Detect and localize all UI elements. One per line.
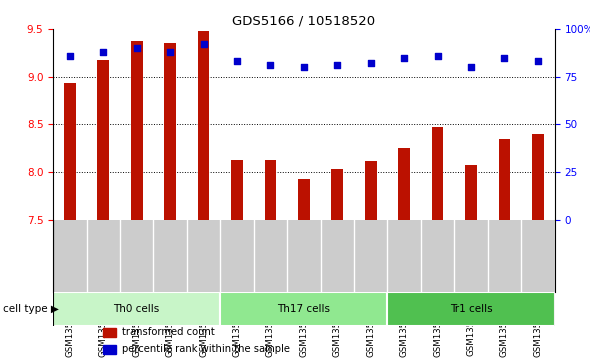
Bar <box>103 328 116 337</box>
Bar <box>198 31 209 220</box>
Bar <box>332 169 343 220</box>
Point <box>299 64 309 70</box>
Point <box>500 55 509 61</box>
Title: GDS5166 / 10518520: GDS5166 / 10518520 <box>232 15 375 28</box>
Point <box>65 53 74 58</box>
Point <box>199 41 208 47</box>
Text: Th17 cells: Th17 cells <box>277 304 330 314</box>
Bar <box>164 43 176 220</box>
Point <box>366 60 375 66</box>
Bar <box>532 134 544 220</box>
Point <box>333 62 342 68</box>
Bar <box>465 165 477 220</box>
Text: Th0 cells: Th0 cells <box>113 304 160 314</box>
Point <box>433 53 442 58</box>
Point <box>533 58 543 64</box>
Bar <box>365 162 376 220</box>
Bar <box>64 83 76 220</box>
Text: percentile rank within the sample: percentile rank within the sample <box>122 344 290 354</box>
Bar <box>398 148 410 220</box>
Bar <box>298 179 310 220</box>
Bar <box>131 41 143 220</box>
Point <box>466 64 476 70</box>
Point <box>165 49 175 55</box>
Bar <box>388 292 555 326</box>
Bar <box>53 292 220 326</box>
Text: Tr1 cells: Tr1 cells <box>450 304 492 314</box>
Text: cell type ▶: cell type ▶ <box>3 304 59 314</box>
Bar <box>432 127 444 220</box>
Bar <box>220 292 388 326</box>
Point <box>399 55 409 61</box>
Bar <box>231 160 243 220</box>
Point <box>132 45 142 51</box>
Point <box>232 58 242 64</box>
Bar <box>264 160 276 220</box>
Text: transformed count: transformed count <box>122 327 215 337</box>
Point <box>99 49 108 55</box>
Bar <box>103 345 116 354</box>
Bar <box>97 61 109 220</box>
Point <box>266 62 275 68</box>
Bar <box>499 139 510 220</box>
